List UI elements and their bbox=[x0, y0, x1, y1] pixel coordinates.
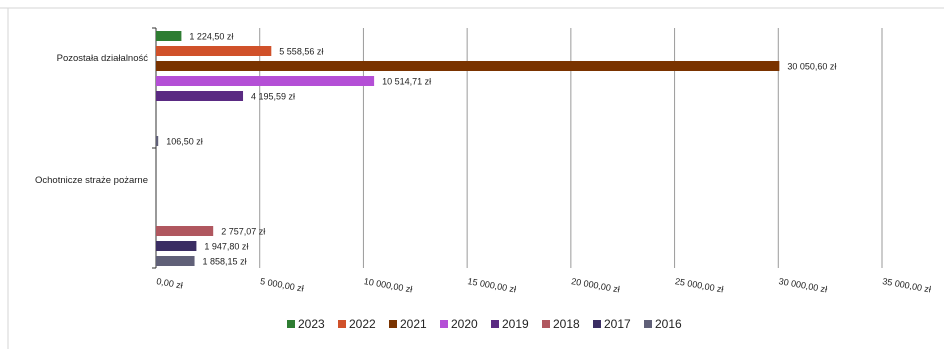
bar-2022-pozostala bbox=[156, 46, 272, 56]
legend-item-2017: 2017 bbox=[593, 317, 631, 331]
bar-2016-pozostala bbox=[156, 136, 159, 146]
bar-2018-osp bbox=[156, 226, 214, 236]
data-label: 4 195,59 zł bbox=[251, 92, 295, 102]
bar-2017-osp bbox=[156, 241, 197, 251]
data-label: 1 224,50 zł bbox=[189, 32, 233, 42]
data-label-group: 1 224,50 zł 5 558,56 zł 30 050,60 zł 10 514… bbox=[166, 32, 836, 267]
legend-swatch bbox=[389, 320, 397, 328]
legend-label: 2017 bbox=[604, 317, 631, 331]
bar-2021-pozostala bbox=[156, 61, 780, 71]
legend-item-2020: 2020 bbox=[440, 317, 478, 331]
bar-2016-osp bbox=[156, 256, 195, 266]
legend: 2023 2022 2021 2020 2019 2018 2017 2016 bbox=[287, 317, 682, 331]
legend-swatch bbox=[542, 320, 550, 328]
category-label-group: Pozostała działalność Ochotnicze straże p… bbox=[35, 53, 148, 186]
legend-label: 2021 bbox=[400, 317, 427, 331]
legend-item-2023: 2023 bbox=[287, 317, 325, 331]
legend-label: 2023 bbox=[298, 317, 325, 331]
legend-item-2016: 2016 bbox=[644, 317, 682, 331]
data-label: 2 757,07 zł bbox=[221, 227, 265, 237]
bar-2020-pozostala bbox=[156, 76, 375, 86]
x-tick-label: 0,00 zł bbox=[156, 276, 184, 290]
data-label: 5 558,56 zł bbox=[279, 47, 323, 57]
legend-label: 2019 bbox=[502, 317, 529, 331]
legend-item-2018: 2018 bbox=[542, 317, 580, 331]
legend-swatch bbox=[593, 320, 601, 328]
data-label: 1 947,80 zł bbox=[204, 242, 248, 252]
legend-swatch bbox=[644, 320, 652, 328]
legend-swatch bbox=[338, 320, 346, 328]
data-label: 106,50 zł bbox=[166, 137, 203, 147]
legend-swatch bbox=[440, 320, 448, 328]
legend-label: 2022 bbox=[349, 317, 376, 331]
legend-swatch bbox=[287, 320, 295, 328]
data-label: 1 858,15 zł bbox=[203, 257, 247, 267]
data-label: 30 050,60 zł bbox=[787, 62, 836, 72]
legend-item-2021: 2021 bbox=[389, 317, 427, 331]
legend-label: 2016 bbox=[655, 317, 682, 331]
legend-item-2019: 2019 bbox=[491, 317, 529, 331]
bar-2023-pozostala bbox=[156, 31, 182, 41]
data-label: 10 514,71 zł bbox=[382, 77, 431, 87]
category-label: Ochotnicze straże pożarne bbox=[35, 175, 148, 186]
category-label: Pozostała działalność bbox=[57, 53, 149, 64]
legend-swatch bbox=[491, 320, 499, 328]
legend-item-2022: 2022 bbox=[338, 317, 376, 331]
legend-label: 2020 bbox=[451, 317, 478, 331]
bar-2019-pozostala bbox=[156, 91, 244, 101]
bar-group bbox=[156, 31, 780, 266]
legend-label: 2018 bbox=[553, 317, 580, 331]
